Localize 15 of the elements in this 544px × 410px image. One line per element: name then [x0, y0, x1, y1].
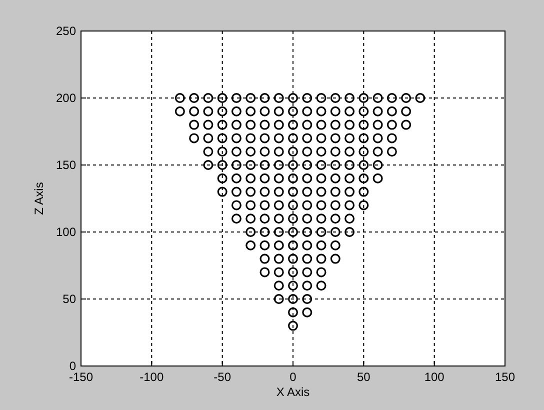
y-tick-label: 0	[69, 359, 76, 373]
y-axis-title: Z Axis	[32, 182, 46, 215]
x-tick-label: -150	[68, 370, 94, 384]
x-tick-label: 0	[290, 370, 297, 384]
y-tick-label: 250	[56, 24, 76, 38]
y-tick-label: 50	[62, 292, 76, 306]
x-axis-title: X Axis	[276, 385, 310, 399]
y-tick-label: 200	[56, 91, 76, 105]
x-tick-label: 50	[356, 370, 371, 384]
x-tick-label: 150	[494, 370, 516, 384]
x-tick-label: 100	[424, 370, 445, 384]
y-tick-label: 100	[56, 225, 76, 239]
x-tick-label: -100	[140, 370, 164, 384]
y-tick-label: 150	[56, 158, 76, 172]
x-tick-label: -50	[214, 370, 232, 384]
